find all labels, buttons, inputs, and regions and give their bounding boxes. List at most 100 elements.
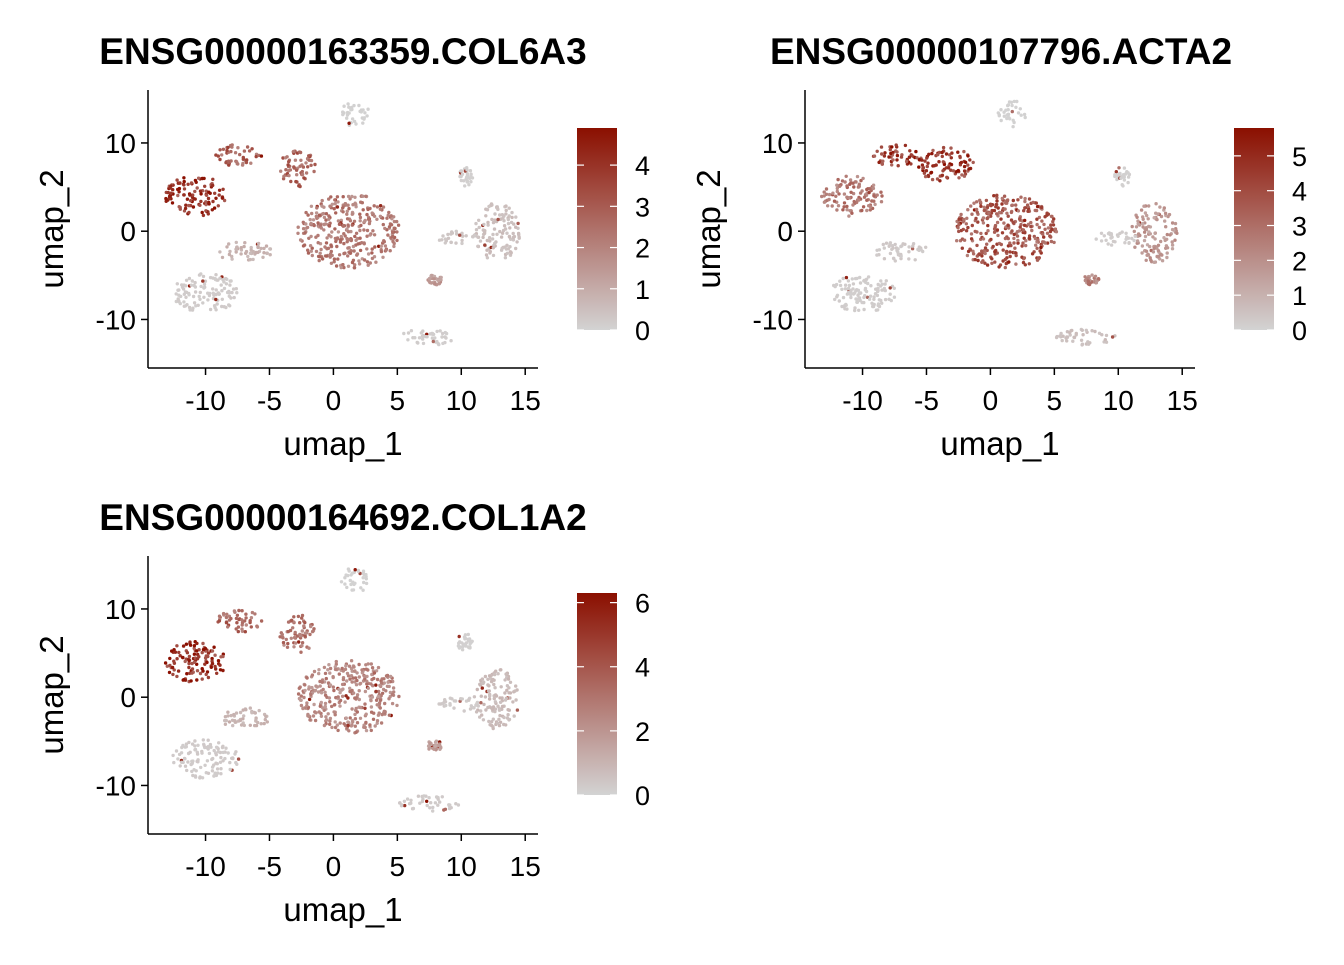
cell-point xyxy=(284,637,288,642)
cell-point xyxy=(1014,203,1018,207)
cell-point xyxy=(345,671,350,676)
legend-tick-label: 4 xyxy=(635,151,650,181)
cell-point xyxy=(418,801,422,805)
cluster-c7 xyxy=(341,102,370,128)
cell-point xyxy=(390,217,394,221)
cell-point xyxy=(1006,112,1011,117)
cell-point xyxy=(227,291,231,295)
cell-point xyxy=(989,203,993,208)
cell-point xyxy=(309,234,313,239)
cell-point xyxy=(832,199,837,203)
cell-point xyxy=(355,693,360,697)
cell-point xyxy=(324,715,328,719)
cell-point xyxy=(883,282,887,286)
cell-point xyxy=(469,704,473,708)
cell-point xyxy=(362,116,366,120)
cell-point xyxy=(364,728,369,733)
cell-point xyxy=(332,207,336,211)
cell-point xyxy=(432,747,436,751)
cell-point xyxy=(191,294,196,299)
cell-point xyxy=(206,771,211,775)
cell-point xyxy=(1132,229,1137,234)
cell-point xyxy=(259,246,263,251)
cell-point xyxy=(221,759,225,763)
cell-point xyxy=(218,760,223,764)
cell-point xyxy=(483,229,487,233)
cell-point xyxy=(483,695,488,699)
cell-point xyxy=(460,241,464,246)
cell-point xyxy=(242,723,246,728)
cell-point xyxy=(366,207,370,212)
cell-point xyxy=(378,698,383,702)
cell-point xyxy=(173,650,178,654)
cell-point xyxy=(180,283,184,287)
cell-point xyxy=(1124,231,1128,235)
legend-tick-label: 5 xyxy=(1292,142,1307,172)
cell-point xyxy=(314,211,319,215)
cell-point xyxy=(955,239,959,243)
cell-point xyxy=(498,217,503,221)
cell-point xyxy=(304,161,308,165)
cell-point xyxy=(234,760,238,765)
cell-point xyxy=(491,246,495,250)
cell-point xyxy=(436,743,441,748)
cell-point xyxy=(229,159,233,163)
cell-point xyxy=(469,180,473,184)
cell-point xyxy=(365,247,369,251)
cell-point xyxy=(975,210,979,214)
cell-point xyxy=(182,176,186,180)
cell-point xyxy=(389,223,394,227)
cell-point xyxy=(317,668,321,672)
cell-point xyxy=(1030,252,1035,256)
cell-point xyxy=(951,169,956,173)
cell-point xyxy=(182,193,186,197)
cell-point xyxy=(1000,202,1004,206)
cell-point xyxy=(895,153,900,158)
cell-point xyxy=(409,329,414,333)
cell-point xyxy=(354,231,359,235)
cell-point xyxy=(171,753,175,758)
cell-point xyxy=(1061,334,1065,338)
cell-point xyxy=(425,799,429,803)
cell-point xyxy=(210,769,215,773)
cell-point xyxy=(318,223,323,227)
cell-point xyxy=(849,295,853,300)
cell-point xyxy=(1096,277,1101,281)
cell-point xyxy=(837,192,841,196)
cell-point xyxy=(340,666,344,671)
cell-point xyxy=(248,257,252,262)
cell-point xyxy=(333,227,337,231)
cell-point xyxy=(443,330,447,335)
cell-point xyxy=(353,712,357,717)
cell-point xyxy=(1014,105,1018,110)
cell-point xyxy=(1142,230,1147,234)
cell-point xyxy=(880,152,884,156)
cell-point xyxy=(435,329,439,334)
cell-point xyxy=(202,286,206,290)
cell-point xyxy=(220,304,224,309)
cell-point xyxy=(879,298,883,303)
cell-point xyxy=(879,145,884,149)
cell-point xyxy=(351,720,355,724)
cell-point xyxy=(197,294,201,299)
cell-point xyxy=(369,662,373,666)
cell-point xyxy=(983,261,987,265)
cell-point xyxy=(390,692,395,697)
cell-point xyxy=(511,238,516,242)
cell-point xyxy=(875,193,879,197)
cell-point xyxy=(938,179,942,183)
cell-point xyxy=(499,685,503,689)
cell-point xyxy=(327,663,331,667)
cell-point xyxy=(303,620,307,625)
cell-point xyxy=(395,219,399,224)
cell-point xyxy=(176,193,180,198)
cell-point xyxy=(1134,225,1139,229)
cell-point xyxy=(191,193,195,197)
cell-point xyxy=(498,213,502,217)
cell-point xyxy=(353,724,357,728)
cell-point xyxy=(196,743,200,747)
cell-point xyxy=(479,709,483,713)
cell-point xyxy=(876,302,881,306)
cell-point xyxy=(830,204,834,208)
cell-point xyxy=(981,216,986,220)
